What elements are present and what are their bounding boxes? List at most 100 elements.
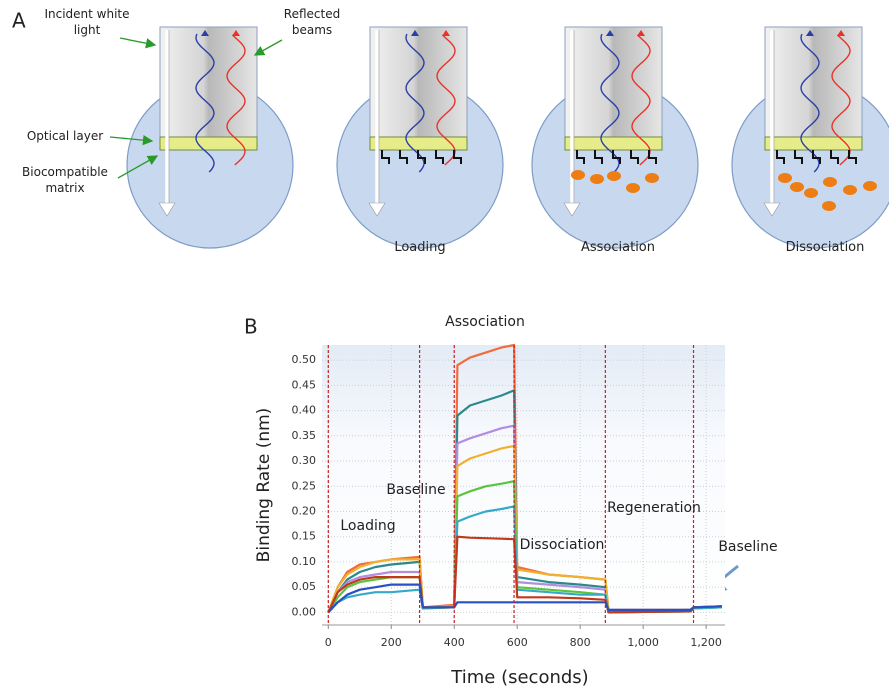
blue-beam xyxy=(195,33,215,173)
y-tick-label: 0.40 xyxy=(292,404,317,417)
annotation: Loading xyxy=(340,518,395,534)
sensor-diagrams xyxy=(126,26,889,249)
panel-label: B xyxy=(244,315,258,339)
y-tick-label: 0.20 xyxy=(292,504,317,517)
ligand xyxy=(594,150,603,164)
annotation: Association xyxy=(445,314,525,330)
arrow xyxy=(117,155,159,179)
x-tick-label: 0 xyxy=(325,636,332,649)
beam-tip xyxy=(806,30,814,36)
ligand xyxy=(453,150,462,164)
y-tick-label: 0.00 xyxy=(292,605,317,618)
analyte xyxy=(778,173,792,183)
analyte xyxy=(822,201,836,211)
y-tick-label: 0.05 xyxy=(292,580,317,593)
sensor-tip xyxy=(159,26,258,138)
light-head xyxy=(563,202,581,217)
y-tick-label: 0.50 xyxy=(292,353,317,366)
analyte xyxy=(804,188,818,198)
beam-tip xyxy=(232,30,240,36)
light-head xyxy=(763,202,781,217)
ligand xyxy=(648,150,657,164)
red-beam xyxy=(226,34,246,166)
beam-tip xyxy=(837,30,845,36)
pointer-arrows xyxy=(109,37,283,179)
sensor xyxy=(531,26,699,249)
y-tick-label: 0.15 xyxy=(292,530,317,543)
red-beam xyxy=(631,34,651,166)
ligand xyxy=(794,150,803,164)
x-tick-label: 1,200 xyxy=(690,636,722,649)
blue-beam xyxy=(800,33,820,173)
beam-tip xyxy=(201,30,209,36)
blue-beam xyxy=(405,33,425,173)
analyte xyxy=(645,173,659,183)
blue-beam xyxy=(600,33,620,173)
optical-layer xyxy=(564,136,663,151)
step-label: Association xyxy=(580,240,656,255)
analyte xyxy=(823,177,837,187)
ligand xyxy=(776,150,785,164)
optical-layer xyxy=(159,136,258,151)
light-head xyxy=(158,202,176,217)
ligand xyxy=(435,150,444,164)
x-tick-label: 800 xyxy=(570,636,591,649)
annotation: Dissociation xyxy=(520,537,605,553)
ligand xyxy=(630,150,639,164)
label-reflected: Reflected beams xyxy=(283,7,341,37)
red-beam xyxy=(436,34,456,166)
analyte xyxy=(571,170,585,180)
analyte xyxy=(626,183,640,193)
beam-tip xyxy=(442,30,450,36)
x-tick-label: 200 xyxy=(381,636,402,649)
x-tick-label: 600 xyxy=(507,636,528,649)
sensor xyxy=(336,26,504,249)
optical-layer xyxy=(369,136,468,151)
step-label: Loading xyxy=(394,240,446,255)
sensor xyxy=(126,26,294,249)
ligand xyxy=(848,150,857,164)
analyte xyxy=(590,174,604,184)
y-tick-label: 0.30 xyxy=(292,454,317,467)
ligand xyxy=(830,150,839,164)
beam-tip xyxy=(606,30,614,36)
y-tick-label: 0.35 xyxy=(292,429,317,442)
x-tick-label: 1,000 xyxy=(627,636,659,649)
sensor-tip xyxy=(764,26,863,138)
beam-tip xyxy=(637,30,645,36)
beam-tip xyxy=(411,30,419,36)
series-line xyxy=(327,444,722,613)
ligand xyxy=(576,150,585,164)
label-matrix: Biocompatible matrix xyxy=(22,165,108,195)
y-tick-label: 0.25 xyxy=(292,479,317,492)
arrow xyxy=(253,39,283,56)
analyte xyxy=(607,171,621,181)
analyte xyxy=(843,185,857,195)
sensor-tip xyxy=(369,26,468,138)
analyte xyxy=(790,182,804,192)
light-head xyxy=(368,202,386,217)
arrow xyxy=(119,37,157,49)
step-label: Dissociation xyxy=(785,240,865,255)
x-axis-label: Time (seconds) xyxy=(450,667,588,688)
y-axis-label: Binding Rate (nm) xyxy=(254,408,274,563)
annotation: Baseline xyxy=(718,539,777,555)
sensor-tip xyxy=(564,26,663,138)
label-optical: Optical layer xyxy=(26,129,104,143)
ligand xyxy=(417,150,426,164)
y-tick-label: 0.45 xyxy=(292,378,317,391)
annotation: Baseline xyxy=(386,482,445,498)
arrow xyxy=(109,134,154,146)
ligand xyxy=(612,150,621,164)
annotation: Regeneration xyxy=(607,500,701,516)
x-tick-label: 400 xyxy=(444,636,465,649)
optical-layer xyxy=(764,136,863,151)
panel-label: A xyxy=(12,9,26,33)
ligand xyxy=(399,150,408,164)
label-incident: Incident white light xyxy=(44,7,130,37)
ligand xyxy=(381,150,390,164)
red-beam xyxy=(831,34,851,166)
y-tick-label: 0.10 xyxy=(292,555,317,568)
